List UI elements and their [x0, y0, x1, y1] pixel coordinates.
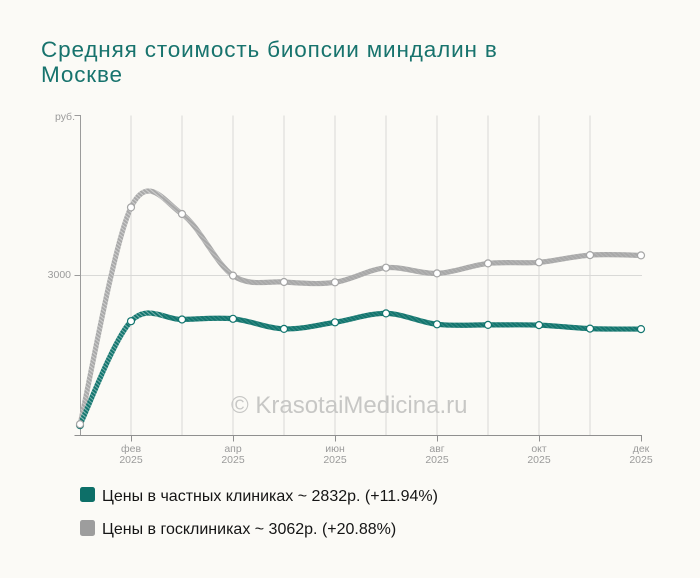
svg-text:2025: 2025 [425, 454, 449, 466]
svg-text:июн: июн [325, 443, 345, 455]
svg-text:2025: 2025 [119, 454, 143, 466]
svg-text:© KrasotaiMedicina.ru: © KrasotaiMedicina.ru [231, 392, 467, 419]
svg-text:дек: дек [633, 443, 650, 455]
svg-text:2025: 2025 [629, 454, 653, 466]
svg-text:3000: 3000 [48, 269, 72, 281]
svg-text:2025: 2025 [323, 454, 347, 466]
svg-text:окт: окт [531, 443, 547, 455]
svg-text:2025: 2025 [221, 454, 245, 466]
svg-text:апр: апр [224, 443, 242, 455]
svg-text:2025: 2025 [527, 454, 551, 466]
svg-text:руб.: руб. [55, 111, 75, 123]
svg-text:авг: авг [429, 443, 444, 455]
svg-text:фев: фев [121, 443, 141, 455]
